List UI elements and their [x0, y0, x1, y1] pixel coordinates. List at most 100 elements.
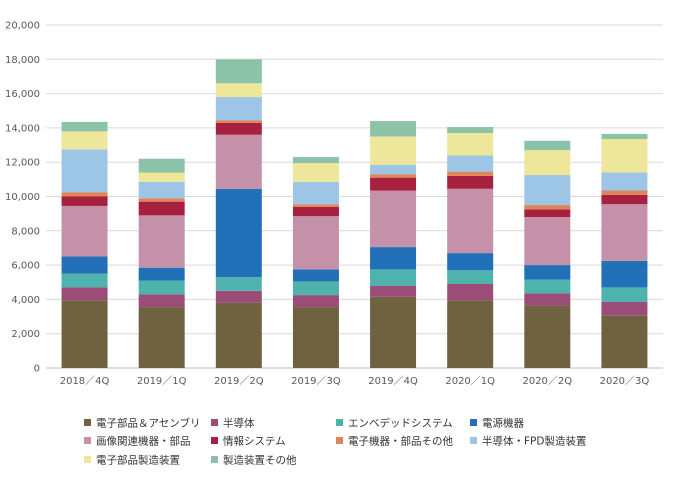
bar-segment	[370, 296, 417, 368]
x-tick-label: 2019／4Q	[368, 375, 418, 387]
y-axis-ticks: 0 2,000 4,000 6,000 8,000 10,000 12,000 14,000 1…	[5, 21, 40, 375]
bar-segment	[138, 158, 185, 173]
bar-segment	[370, 136, 417, 165]
bar-segment	[292, 295, 339, 308]
bar-segment	[292, 216, 339, 270]
legend-label: エンベデッドシステム	[348, 417, 453, 430]
bar-segment	[292, 206, 339, 217]
legend-label: 情報システム	[223, 435, 286, 448]
legend-label: 半導体・FPD製造装置	[482, 435, 586, 448]
bar-segment	[61, 287, 108, 301]
bar-segment	[370, 190, 417, 248]
bar-segment	[601, 190, 648, 195]
bar-segment	[447, 127, 494, 134]
bar-segment	[447, 188, 494, 254]
bar-segment	[601, 139, 648, 173]
bar-segment	[215, 122, 262, 135]
bar-segment	[524, 150, 571, 176]
bar-segment	[524, 265, 571, 280]
bar-segment	[447, 270, 494, 284]
bar-segment	[292, 163, 339, 182]
bar-segment	[370, 174, 417, 178]
bar-segment	[601, 172, 648, 191]
bar-segment	[61, 149, 108, 193]
legend-swatch	[470, 419, 477, 426]
bar-segment	[601, 301, 648, 316]
bar-segment	[292, 204, 339, 207]
bar-segment	[447, 283, 494, 301]
y-tick-label: 0	[34, 364, 40, 375]
bar-segment	[447, 133, 494, 156]
bar-segment	[370, 121, 417, 137]
bar-segment	[215, 290, 262, 303]
legend-label: 画像関連機器・部品	[96, 435, 191, 448]
bar-segment	[292, 281, 339, 296]
bar-segment	[292, 269, 339, 282]
bar-segment	[601, 315, 648, 368]
legend-label: 電源機器	[482, 417, 524, 430]
bar-segment	[292, 181, 339, 205]
bar-segment	[447, 175, 494, 189]
y-tick-label: 4,000	[11, 295, 40, 306]
bar-segment	[601, 204, 648, 261]
bar-segment	[138, 181, 185, 199]
x-tick-label: 2020／2Q	[522, 375, 572, 387]
y-tick-label: 14,000	[5, 123, 40, 134]
bar-segment	[524, 175, 571, 206]
x-axis-ticks: 2018／4Q 2019／1Q 2019／2Q 2019／3Q 2019／4Q 2020／…	[60, 375, 650, 387]
bar-segment	[370, 177, 417, 191]
bar-segment	[138, 307, 185, 368]
y-tick-label: 6,000	[11, 261, 40, 272]
legend-swatch	[84, 419, 91, 426]
bar-segment	[447, 155, 494, 172]
bar-segment	[370, 247, 417, 270]
bar-segment	[215, 302, 262, 368]
bar-segment	[138, 172, 185, 182]
legend-swatch	[211, 456, 218, 463]
bar-segment	[524, 205, 571, 210]
bar-segment	[138, 201, 185, 216]
legend-swatch	[84, 437, 91, 444]
bar-segment	[215, 97, 262, 121]
legend-swatch	[84, 456, 91, 463]
x-tick-label: 2019／2Q	[214, 375, 264, 387]
bar-segment	[601, 194, 648, 205]
bar-segment	[215, 134, 262, 189]
legend-swatch	[211, 437, 218, 444]
bar-segment	[138, 215, 185, 268]
legend-label: 電子部品製造装置	[96, 454, 180, 467]
bar-segment	[447, 300, 494, 368]
y-tick-label: 16,000	[5, 89, 40, 100]
y-tick-label: 8,000	[11, 226, 40, 237]
bar-segment	[61, 300, 108, 368]
bar-segment	[61, 192, 108, 197]
legend-label: 半導体	[223, 417, 255, 430]
bar-segment	[292, 307, 339, 368]
bar-segment	[524, 293, 571, 306]
legend-swatch	[336, 437, 343, 444]
bar-segment	[215, 277, 262, 291]
bar-segment	[524, 279, 571, 294]
bar-segment	[61, 273, 108, 288]
legend-label: 電子部品＆アセンブリ	[96, 417, 200, 430]
bar-segment	[61, 205, 108, 257]
bar-segment	[447, 253, 494, 271]
bar-segment	[61, 256, 108, 274]
bar-segment	[215, 59, 262, 84]
y-tick-label: 18,000	[5, 55, 40, 66]
y-tick-label: 2,000	[11, 329, 40, 340]
bar-segment	[447, 171, 494, 176]
bar-segment	[215, 83, 262, 98]
bar-segment	[524, 305, 571, 368]
bar-segment	[524, 209, 571, 218]
bar-segment	[138, 280, 185, 295]
bar-segment	[370, 164, 417, 175]
x-tick-label: 2019／1Q	[137, 375, 187, 387]
bar-layer	[61, 59, 648, 368]
bar-segment	[215, 120, 262, 123]
bar-segment	[138, 267, 185, 281]
x-tick-label: 2020／3Q	[600, 375, 650, 387]
